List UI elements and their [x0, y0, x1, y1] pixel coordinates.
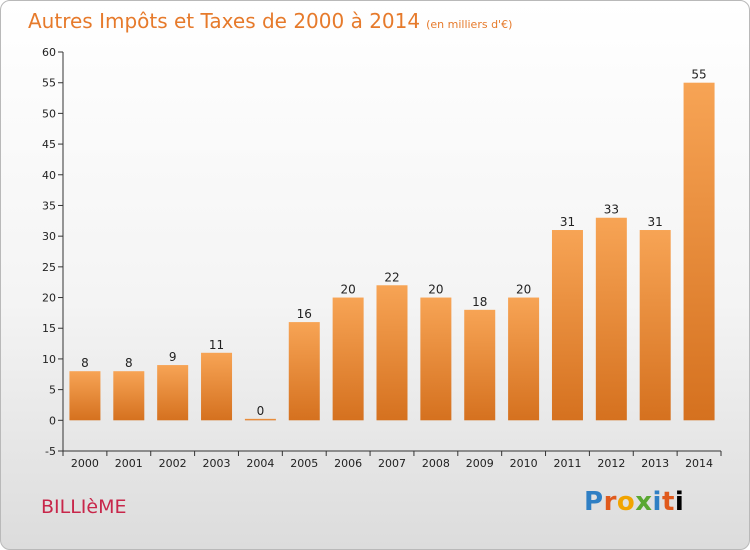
bar [595, 217, 627, 421]
bar [420, 297, 452, 421]
y-tick-label: -5 [45, 445, 56, 458]
logo-letter: P [584, 487, 604, 517]
x-tick-label: 2002 [159, 457, 187, 470]
bar [376, 285, 408, 421]
y-tick-label: 20 [42, 292, 56, 305]
logo-letter: t [661, 487, 675, 517]
bar [551, 230, 583, 421]
y-tick-label: 0 [49, 414, 56, 427]
bar [464, 309, 496, 421]
bar [157, 365, 189, 421]
bar [288, 322, 320, 421]
chart-title: Autres Impôts et Taxes de 2000 à 2014 (en… [28, 9, 512, 33]
bar [683, 82, 715, 421]
data-label: 20 [340, 283, 355, 297]
x-tick-label: 2006 [334, 457, 362, 470]
town-name: BILLIèME [41, 496, 127, 518]
logo-letter: o [616, 487, 636, 517]
x-tick-label: 2003 [203, 457, 231, 470]
y-tick-label: 5 [49, 384, 56, 397]
chart-unit: (en milliers d'€) [426, 18, 513, 31]
x-tick-label: 2001 [115, 457, 143, 470]
y-tick-label: 30 [42, 230, 56, 243]
logo-letter: i [674, 487, 685, 517]
data-label: 22 [384, 270, 399, 284]
data-label: 20 [516, 283, 531, 297]
y-tick-label: 60 [42, 46, 56, 59]
data-label: 18 [472, 295, 487, 309]
x-tick-label: 2000 [71, 457, 99, 470]
data-label: 33 [604, 203, 619, 217]
bar [244, 418, 276, 421]
logo-letter: r [603, 487, 617, 517]
x-tick-label: 2008 [422, 457, 450, 470]
x-tick-label: 2011 [553, 457, 581, 470]
data-label: 9 [169, 350, 177, 364]
x-tick-label: 2005 [290, 457, 318, 470]
data-label: 8 [81, 356, 89, 370]
x-tick-label: 2014 [685, 457, 713, 470]
y-tick-label: 25 [42, 261, 56, 274]
data-label: 55 [691, 68, 706, 82]
x-tick-label: 2013 [641, 457, 669, 470]
bar [508, 297, 540, 421]
x-tick-label: 2004 [246, 457, 274, 470]
y-tick-label: 10 [42, 353, 56, 366]
data-label: 8 [125, 356, 133, 370]
x-tick-label: 2009 [466, 457, 494, 470]
bar [332, 297, 364, 421]
x-tick-label: 2012 [597, 457, 625, 470]
logo-letter: x [635, 487, 653, 517]
data-label: 16 [297, 307, 312, 321]
bar [201, 352, 233, 421]
x-tick-label: 2007 [378, 457, 406, 470]
x-tick-label: 2010 [510, 457, 538, 470]
data-label: 31 [560, 215, 575, 229]
y-tick-label: 40 [42, 169, 56, 182]
y-tick-label: 55 [42, 77, 56, 90]
y-tick-label: 15 [42, 322, 56, 335]
bar [639, 230, 671, 421]
y-tick-label: 35 [42, 199, 56, 212]
logo-letter: i [652, 487, 662, 517]
data-label: 20 [428, 283, 443, 297]
y-tick-label: 45 [42, 138, 56, 151]
bar [113, 371, 145, 421]
y-tick-label: 50 [42, 107, 56, 120]
chart-title-text: Autres Impôts et Taxes de 2000 à 2014 [28, 9, 421, 33]
proxiti-logo: Proxiti [584, 487, 684, 517]
bar [69, 371, 101, 421]
data-label: 31 [648, 215, 663, 229]
data-label: 11 [209, 338, 224, 352]
data-label: 0 [257, 404, 265, 418]
